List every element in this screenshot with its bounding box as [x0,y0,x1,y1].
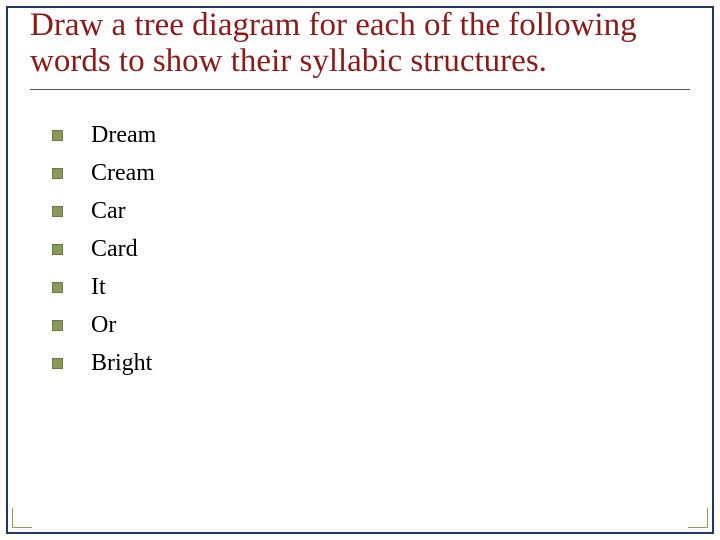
square-bullet-icon [52,358,63,369]
list-item-label: Or [91,310,116,340]
square-bullet-icon [52,130,63,141]
square-bullet-icon [52,320,63,331]
slide-content: Draw a tree diagram for each of the foll… [6,6,714,534]
corner-decoration-br [688,508,708,528]
list-item: Bright [52,348,690,378]
square-bullet-icon [52,282,63,293]
square-bullet-icon [52,244,63,255]
list-item: Card [52,234,690,264]
list-item-label: Cream [91,158,155,188]
corner-decoration-bl [12,508,32,528]
list-item-label: Dream [91,120,156,150]
square-bullet-icon [52,206,63,217]
list-item-label: Car [91,196,126,226]
list-item: It [52,272,690,302]
title-block: Draw a tree diagram for each of the foll… [30,8,690,85]
list-item: Car [52,196,690,226]
list-item: Or [52,310,690,340]
square-bullet-icon [52,168,63,179]
slide-title: Draw a tree diagram for each of the foll… [30,8,690,79]
list-item-label: It [91,272,106,302]
word-list: Dream Cream Car Card It Or Bright [30,120,690,378]
list-item-label: Bright [91,348,152,378]
list-item-label: Card [91,234,138,264]
list-item: Cream [52,158,690,188]
list-item: Dream [52,120,690,150]
title-underline [30,89,690,90]
